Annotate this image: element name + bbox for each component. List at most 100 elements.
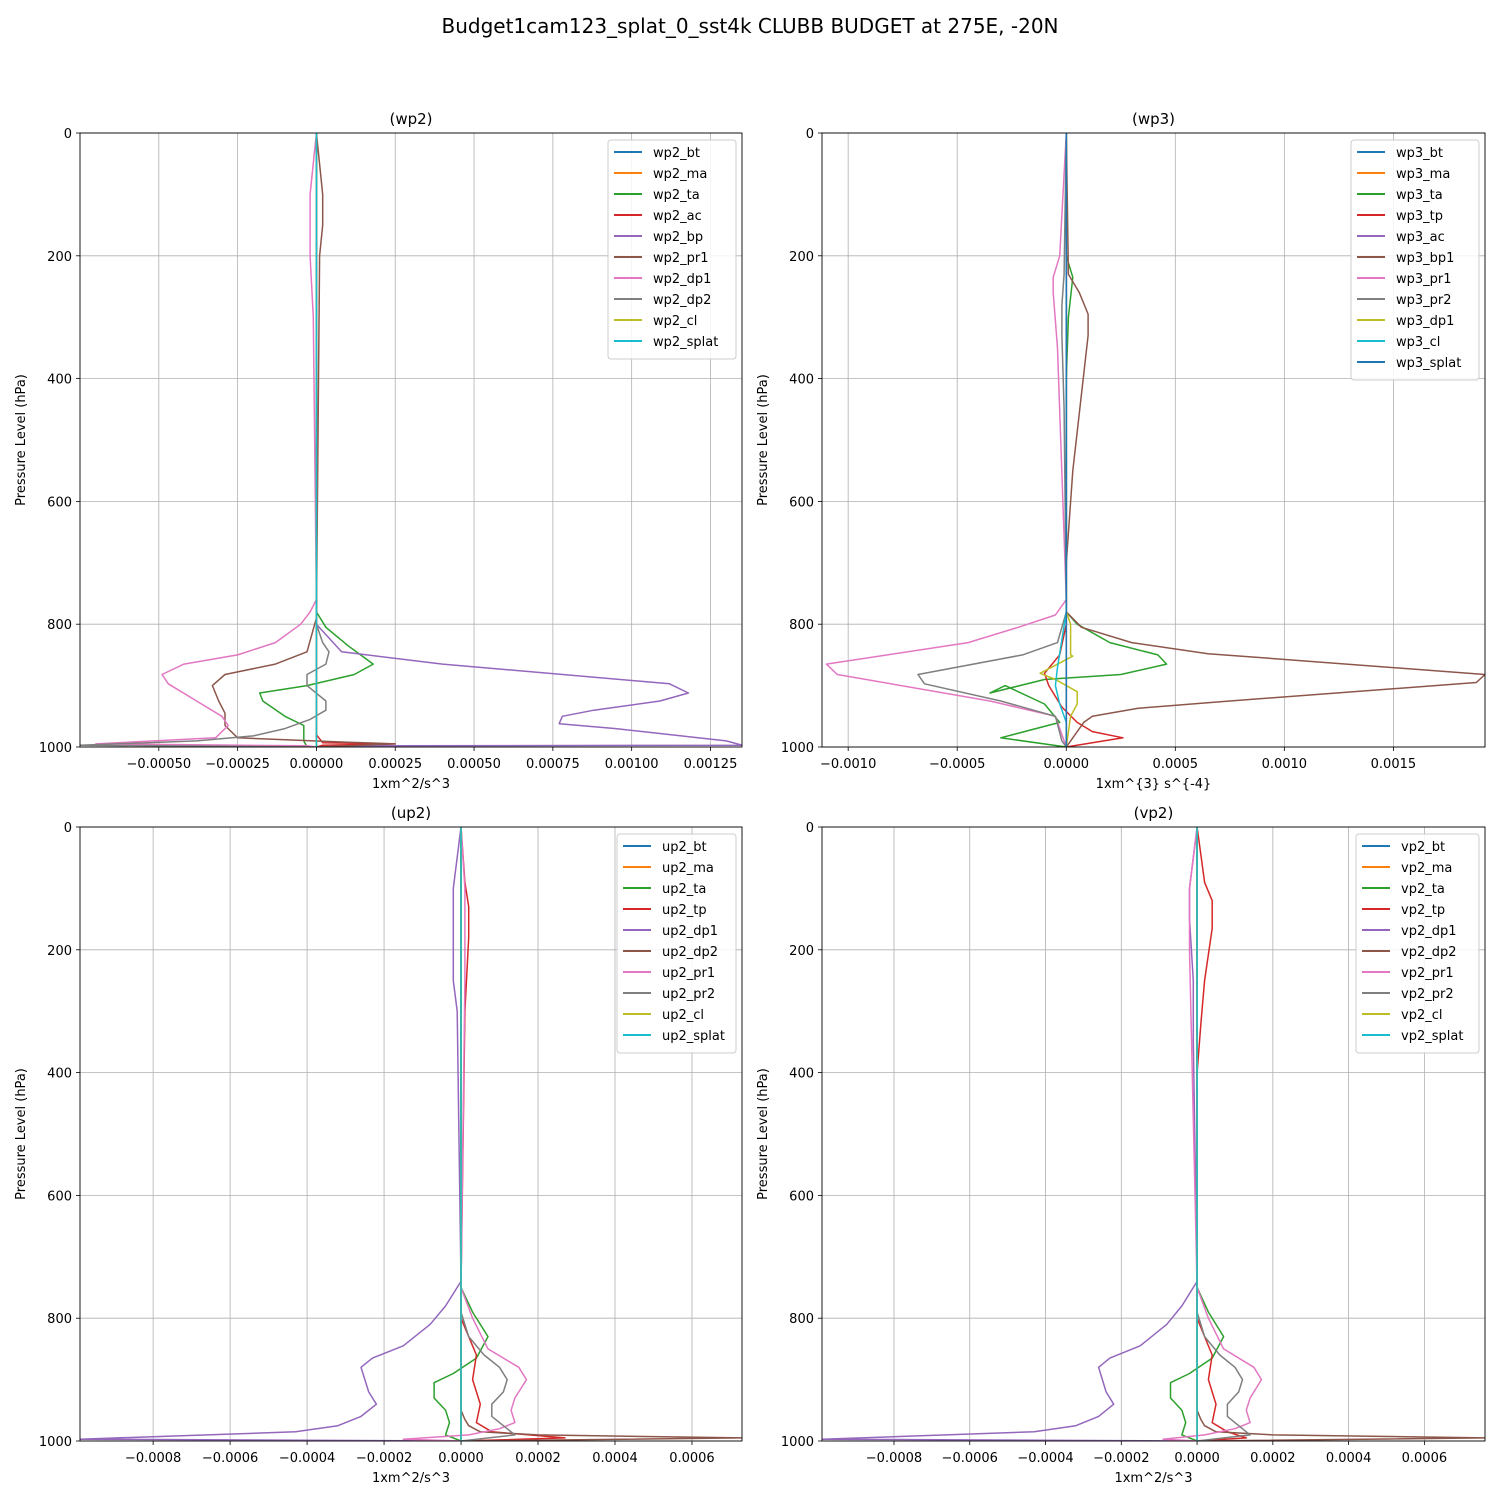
x-tick-label: −0.0004 xyxy=(279,1451,335,1466)
x-tick-label: 0.0002 xyxy=(1250,1451,1296,1466)
x-tick-label: 0.00050 xyxy=(447,757,501,772)
y-tick-label: 1000 xyxy=(781,741,814,756)
legend-label: wp3_dp1 xyxy=(1396,314,1454,329)
series-line-vp2_tp xyxy=(1196,827,1248,1441)
legend-label: up2_dp1 xyxy=(662,924,718,939)
legend-label: wp3_pr2 xyxy=(1396,293,1452,308)
x-tick-label: 0.0004 xyxy=(592,1451,638,1466)
series-line-wp3_ta xyxy=(989,133,1168,747)
series-line-wp2_dp1 xyxy=(95,133,318,747)
x-tick-label: 0.00100 xyxy=(605,757,659,772)
subplot-title: (vp2) xyxy=(1134,804,1174,822)
legend-label: up2_splat xyxy=(662,1029,725,1044)
x-axis-label: 1xm^{3} s^{-4} xyxy=(1096,777,1212,792)
legend-label: vp2_dp2 xyxy=(1401,945,1457,960)
axes-frame xyxy=(79,132,743,748)
legend-label: vp2_bt xyxy=(1401,840,1445,855)
series-line-up2_pr1 xyxy=(402,827,528,1441)
x-tick-label: 0.0000 xyxy=(1044,757,1090,772)
series-group xyxy=(822,827,1485,1441)
legend-label: wp2_bt xyxy=(653,146,700,161)
subplot-0: −0.00050 −0.00025 0.00000 0.00025 0.00050 0.0… xyxy=(14,110,743,792)
x-axis-label: 1xm^2/s^3 xyxy=(372,1471,450,1486)
y-tick-label: 600 xyxy=(47,1189,72,1204)
series-line-wp3_bp1 xyxy=(1065,133,1485,747)
y-tick-label: 400 xyxy=(47,1067,72,1082)
x-tick-label: 0.00075 xyxy=(526,757,580,772)
x-tick-label: −0.0006 xyxy=(942,1451,998,1466)
x-tick-label: 0.0000 xyxy=(1174,1451,1220,1466)
legend-label: vp2_pr2 xyxy=(1401,987,1454,1002)
series-line-up2_tp xyxy=(460,827,566,1441)
axes-frame xyxy=(821,132,1486,748)
x-tick-label: −0.0008 xyxy=(866,1451,922,1466)
legend-label: wp2_ac xyxy=(653,209,702,224)
subplot-title: (wp3) xyxy=(1132,110,1175,128)
x-tick-label: 0.0015 xyxy=(1371,757,1417,772)
x-tick-label: −0.0006 xyxy=(202,1451,258,1466)
series-group xyxy=(80,133,742,747)
subplot-title: (up2) xyxy=(391,804,431,822)
legend-label: wp3_ac xyxy=(1396,230,1445,245)
legend-label: wp2_dp1 xyxy=(653,272,711,287)
series-line-wp3_tp xyxy=(1043,133,1124,747)
legend-label: vp2_ma xyxy=(1401,861,1452,876)
series-line-vp2_pr2 xyxy=(1196,827,1251,1441)
legend-label: up2_pr1 xyxy=(662,966,715,981)
legend-label: wp2_pr1 xyxy=(653,251,709,266)
series-line-wp2_dp2 xyxy=(80,133,330,747)
x-tick-label: −0.0008 xyxy=(125,1451,181,1466)
x-tick-label: 0.0004 xyxy=(1326,1451,1372,1466)
subplot-title: (wp2) xyxy=(389,110,432,128)
y-tick-label: 800 xyxy=(789,1312,814,1327)
x-tick-label: −0.0002 xyxy=(356,1451,412,1466)
x-tick-label: −0.0002 xyxy=(1093,1451,1149,1466)
x-tick-label: 0.0000 xyxy=(438,1451,484,1466)
legend-label: up2_ma xyxy=(662,861,714,876)
series-line-up2_ta xyxy=(433,827,489,1441)
x-tick-label: −0.00050 xyxy=(126,757,191,772)
x-tick-label: −0.00025 xyxy=(205,757,270,772)
legend-label: wp3_ta xyxy=(1396,188,1443,203)
series-line-up2_dp1 xyxy=(80,827,462,1441)
y-axis-label: Pressure Level (hPa) xyxy=(756,1068,771,1200)
y-tick-label: 600 xyxy=(47,495,72,510)
legend-label: wp2_splat xyxy=(653,335,718,350)
legend-label: wp2_bp xyxy=(653,230,703,245)
x-tick-label: 0.00000 xyxy=(290,757,344,772)
y-tick-label: 400 xyxy=(789,1067,814,1082)
subplot-3: −0.0008 −0.0006 −0.0004 −0.0002 0.0000 0.0002… xyxy=(756,804,1486,1486)
x-tick-label: 0.0010 xyxy=(1262,757,1308,772)
legend-label: wp2_cl xyxy=(653,314,697,329)
series-line-vp2_ta xyxy=(1169,827,1225,1441)
legend-label: wp3_pr1 xyxy=(1396,272,1452,287)
subplot-2: −0.0008 −0.0006 −0.0004 −0.0002 0.0000 0.0002… xyxy=(14,804,743,1486)
legend-label: wp3_splat xyxy=(1396,356,1461,371)
x-tick-label: 0.0002 xyxy=(515,1451,561,1466)
y-tick-label: 0 xyxy=(64,821,72,836)
legend: up2_bt up2_ma up2_ta up2_tp up2_dp1 up2_dp2up… xyxy=(616,833,737,1054)
x-tick-label: −0.0005 xyxy=(929,757,985,772)
figure-title: Budget1cam123_splat_0_sst4k CLUBB BUDGET… xyxy=(441,14,1059,38)
series-group xyxy=(825,133,1485,747)
y-axis-label: Pressure Level (hPa) xyxy=(756,374,771,506)
legend-label: up2_bt xyxy=(662,840,707,855)
y-axis-label: Pressure Level (hPa) xyxy=(14,374,29,506)
x-tick-label: 0.0006 xyxy=(1402,1451,1448,1466)
legend-label: vp2_ta xyxy=(1401,882,1445,897)
legend-label: vp2_tp xyxy=(1401,903,1445,918)
y-tick-label: 200 xyxy=(47,250,72,265)
y-tick-label: 600 xyxy=(789,495,814,510)
legend-label: wp3_tp xyxy=(1396,209,1443,224)
y-tick-label: 400 xyxy=(47,373,72,388)
legend-label: wp2_ma xyxy=(653,167,707,182)
y-tick-label: 1000 xyxy=(781,1435,814,1450)
series-line-wp3_pr1 xyxy=(825,133,1068,747)
y-tick-label: 200 xyxy=(789,944,814,959)
series-group xyxy=(80,827,742,1441)
legend-label: wp2_ta xyxy=(653,188,700,203)
axes-frame xyxy=(821,826,1486,1442)
legend-label: wp3_bt xyxy=(1396,146,1443,161)
x-axis-label: 1xm^2/s^3 xyxy=(1114,1471,1192,1486)
